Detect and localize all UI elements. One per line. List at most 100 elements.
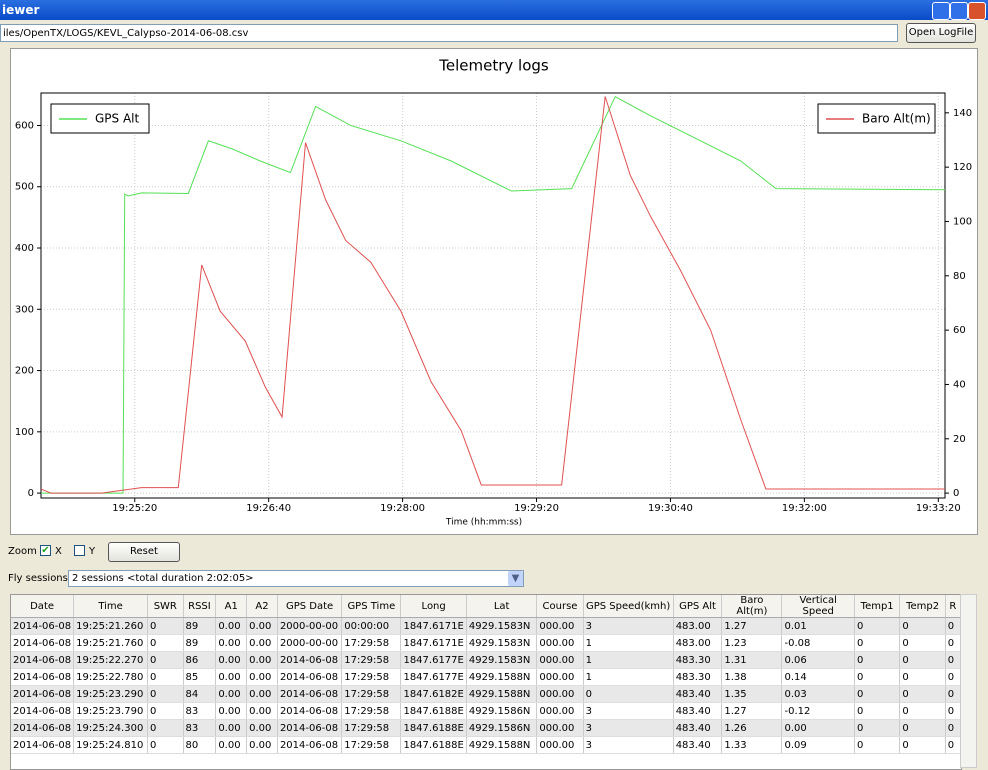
table-cell: 0.00 (247, 703, 278, 720)
table-cell: 2000-00-00 (277, 618, 341, 635)
table-cell: 000.00 (537, 618, 583, 635)
table-cell: 86 (183, 652, 216, 669)
y-tick-label: 300 (15, 304, 34, 315)
table-cell: 0 (945, 737, 960, 754)
table-cell: 19:25:24.300 (74, 720, 148, 737)
chart-title: Telemetry logs (438, 57, 549, 75)
y2-tick-label: 140 (953, 108, 972, 119)
table-row: 2014-06-0819:25:22.7800850.000.002014-06… (11, 669, 961, 686)
column-header: Lat (466, 595, 537, 618)
table-cell: 2014-06-08 (11, 618, 74, 635)
table-cell: 0 (854, 703, 899, 720)
table-cell: 0 (900, 720, 945, 737)
table-cell: 483.40 (673, 737, 722, 754)
dropdown-arrow[interactable]: ▼ (508, 571, 523, 586)
table-cell: 1847.6188E (401, 703, 466, 720)
table-cell: 1.27 (722, 618, 782, 635)
table-row: 2014-06-0819:25:21.7600890.000.002000-00… (11, 635, 961, 652)
column-header: RSSI (183, 595, 216, 618)
open-logfile-button[interactable]: Open LogFile (906, 23, 976, 43)
table-cell: 1.33 (722, 737, 782, 754)
column-header: Vertical Speed (782, 595, 854, 618)
table-cell: 85 (183, 669, 216, 686)
zoom-y-label: Y (89, 546, 95, 557)
column-header: GPS Alt (673, 595, 722, 618)
column-header: GPS Speed(kmh) (583, 595, 673, 618)
table-row: 2014-06-0819:25:24.8100800.000.002014-06… (11, 737, 961, 754)
chart: Telemetry logsTime (hh:mm:ss)19:25:2019:… (11, 49, 977, 534)
table-cell: 3 (583, 618, 673, 635)
table-cell: 0.00 (247, 635, 278, 652)
column-header: SWR (148, 595, 183, 618)
table-cell: 0 (945, 618, 960, 635)
zoom-x-checkbox[interactable]: ✔ (40, 545, 51, 556)
y2-tick-label: 0 (953, 488, 959, 499)
table-cell: 19:25:23.290 (74, 686, 148, 703)
minimize-button[interactable] (932, 2, 950, 20)
table-cell: 0.00 (782, 720, 854, 737)
y-tick-label: 400 (15, 243, 34, 254)
table-cell: 0 (900, 669, 945, 686)
table-cell: 0.00 (216, 652, 247, 669)
column-header: Date (11, 595, 74, 618)
table-cell: 89 (183, 618, 216, 635)
table-cell: 0 (945, 669, 960, 686)
table-cell: 0.00 (216, 635, 247, 652)
table-cell: 000.00 (537, 652, 583, 669)
table-cell: 0.00 (247, 669, 278, 686)
table-cell: 2014-06-08 (11, 635, 74, 652)
table-cell: 4929.1586N (466, 720, 537, 737)
table-cell: 483.30 (673, 652, 722, 669)
y2-tick-label: 80 (953, 271, 966, 282)
table-cell: 2014-06-08 (277, 703, 341, 720)
file-path[interactable]: iles/OpenTX/LOGS/KEVL_Calypso-2014-06-08… (0, 24, 898, 42)
table-cell: 1.26 (722, 720, 782, 737)
table-cell: 2014-06-08 (11, 686, 74, 703)
maximize-button[interactable] (950, 2, 968, 20)
table-cell: 2000-00-00 (277, 635, 341, 652)
table-cell: 0.00 (247, 737, 278, 754)
table-cell: 000.00 (537, 669, 583, 686)
column-header: Temp1 (854, 595, 899, 618)
table-cell: 0.00 (247, 618, 278, 635)
table-cell: 4929.1586N (466, 703, 537, 720)
table-cell: 0 (583, 686, 673, 703)
table-cell: 0 (945, 686, 960, 703)
table-cell: 1.31 (722, 652, 782, 669)
vertical-scrollbar[interactable] (960, 594, 977, 768)
zoom-y-checkbox[interactable] (74, 545, 85, 556)
table-cell: 2014-06-08 (11, 703, 74, 720)
y-tick-label: 500 (15, 182, 34, 193)
table-cell: 483.40 (673, 720, 722, 737)
table-cell: 17:29:58 (342, 669, 401, 686)
sessions-dropdown[interactable]: 2 sessions <total duration 2:02:05> (68, 570, 524, 587)
table-cell: 2014-06-08 (277, 720, 341, 737)
zoom-x-label: X (55, 546, 62, 557)
table-cell: 1847.6188E (401, 720, 466, 737)
table-cell: 1.38 (722, 669, 782, 686)
table-cell: 0.06 (782, 652, 854, 669)
table-cell: 19:25:21.260 (74, 618, 148, 635)
table-cell: 4929.1588N (466, 737, 537, 754)
table-cell: 1847.6177E (401, 669, 466, 686)
table-cell: 0 (900, 686, 945, 703)
table-cell: 0 (854, 686, 899, 703)
table-cell: 0.00 (216, 720, 247, 737)
table-cell: 1847.6177E (401, 652, 466, 669)
table-cell: 19:25:22.780 (74, 669, 148, 686)
table-cell: 0.00 (247, 720, 278, 737)
table-cell: 4929.1588N (466, 686, 537, 703)
close-button[interactable] (968, 2, 986, 20)
x-axis-label: Time (hh:mm:ss) (445, 518, 522, 528)
table-cell: 1 (583, 635, 673, 652)
table-cell: -0.08 (782, 635, 854, 652)
column-header: Course (537, 595, 583, 618)
table-cell: 483.40 (673, 703, 722, 720)
table-cell: 0.00 (216, 669, 247, 686)
table-row: 2014-06-0819:25:24.3000830.000.002014-06… (11, 720, 961, 737)
table-cell: 17:29:58 (342, 686, 401, 703)
table-cell: 0 (945, 703, 960, 720)
reset-button[interactable]: Reset (108, 542, 180, 562)
sessions-label: Fly sessions (8, 573, 68, 584)
series-line (41, 97, 945, 493)
